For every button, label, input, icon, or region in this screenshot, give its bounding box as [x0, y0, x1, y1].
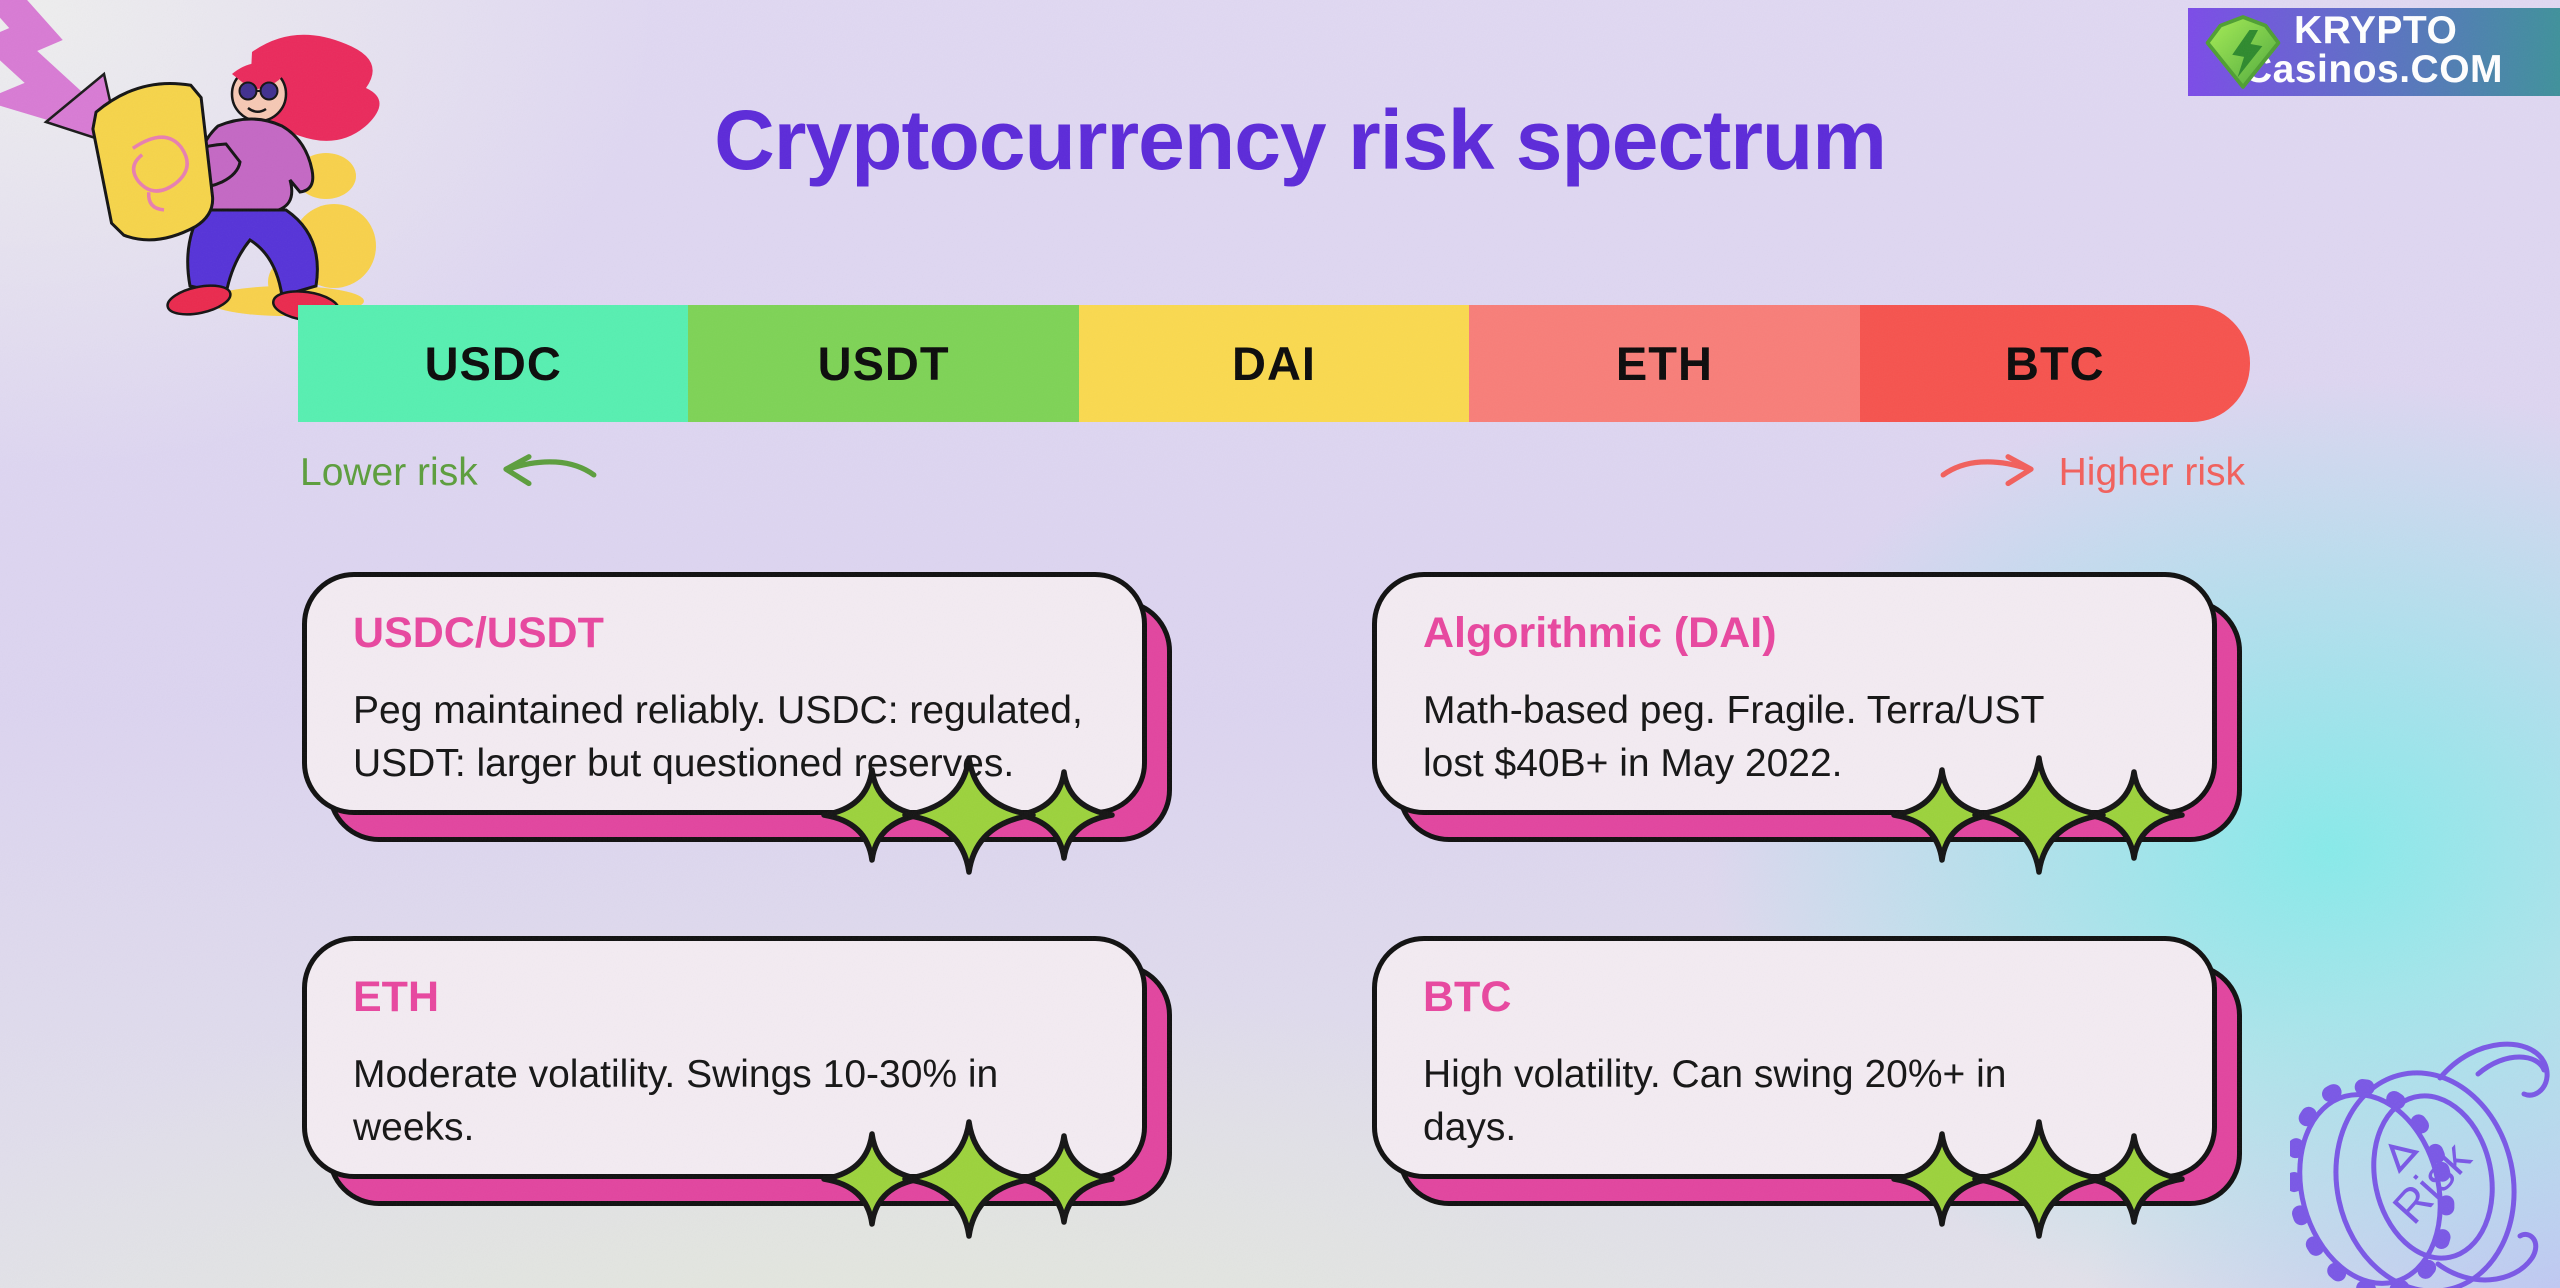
- sparkles-icon: [1891, 1119, 2185, 1239]
- risk-spectrum-bar: USDC USDT DAI ETH BTC: [298, 305, 2251, 422]
- lower-risk-label: Lower risk: [300, 451, 478, 494]
- segment-label: USDC: [424, 337, 562, 390]
- higher-risk-note: Higher risk: [1939, 447, 2245, 499]
- segment-label: DAI: [1232, 337, 1316, 390]
- spectrum-segment-usdc: USDC: [298, 305, 689, 422]
- card-title: USDC/USDT: [353, 609, 604, 657]
- k-diamond-icon: [2205, 15, 2281, 89]
- risk-card-btc: BTC High volatility. Can swing 20%+ in d…: [1372, 936, 2242, 1239]
- higher-risk-label: Higher risk: [2058, 451, 2245, 494]
- segment-label: BTC: [2005, 337, 2105, 390]
- risk-card-eth: ETH Moderate volatility. Swings 10-30% i…: [302, 936, 1172, 1239]
- sparkles-icon: [821, 1119, 1115, 1239]
- segment-label: USDT: [817, 337, 950, 390]
- left-arrow-icon: [503, 454, 597, 487]
- lower-risk-note: Lower risk: [300, 447, 598, 499]
- sparkles-icon: [821, 755, 1115, 875]
- spectrum-segment-btc: BTC: [1859, 305, 2251, 422]
- risk-coin-doodle: Risk: [2290, 1041, 2550, 1288]
- page-title: Cryptocurrency risk spectrum: [714, 93, 1887, 187]
- spectrum-segment-usdt: USDT: [688, 305, 1079, 422]
- segment-label: ETH: [1615, 337, 1713, 390]
- sparkles-icon: [1891, 755, 2185, 875]
- risk-card-dai: Algorithmic (DAI) Math-based peg. Fragil…: [1372, 572, 2242, 875]
- card-title: ETH: [353, 973, 439, 1021]
- right-arrow-icon: [1940, 454, 2034, 487]
- brand-logo[interactable]: KRYPTO Casinos.COM: [2188, 8, 2560, 96]
- spectrum-segment-dai: DAI: [1078, 305, 1470, 422]
- spectrum-segment-eth: ETH: [1469, 305, 1860, 422]
- card-title: BTC: [1423, 973, 1512, 1021]
- card-title: Algorithmic (DAI): [1423, 609, 1777, 657]
- risk-card-usdc-usdt: USDC/USDT Peg maintained reliably. USDC:…: [302, 572, 1172, 875]
